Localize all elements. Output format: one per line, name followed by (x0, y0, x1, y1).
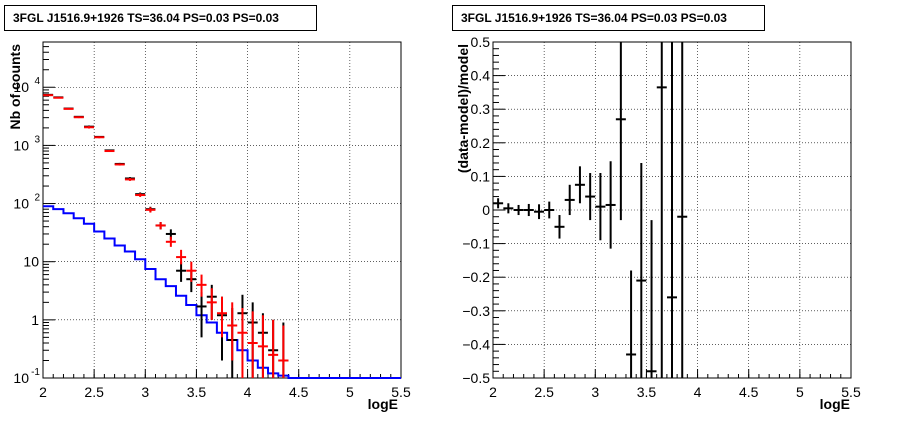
data-point-red (43, 94, 54, 97)
right-y-tick-label: −0.5 (462, 370, 490, 386)
residual-point (493, 198, 504, 209)
data-point-red (145, 207, 156, 213)
data-point-black (196, 292, 207, 338)
left-y-tick-exponent: 3 (34, 134, 40, 145)
data-point-red (278, 325, 289, 378)
left-plot-frame (42, 41, 402, 379)
left-y-tick-label: 10 (13, 196, 29, 212)
residual-point (626, 270, 637, 378)
data-point-red (227, 302, 238, 361)
residual-point (523, 203, 534, 217)
data-point-red (237, 307, 248, 378)
residual-point (564, 184, 575, 216)
residual-point (646, 220, 657, 378)
right-y-tick-label: −0.3 (462, 303, 490, 319)
left-y-axis-title: Nb of counts (7, 44, 23, 130)
residual-point (615, 42, 626, 221)
left-y-tick-label: 10 (13, 79, 29, 95)
right-x-tick-label: 3 (591, 384, 599, 400)
right-x-tick-label: 3.5 (637, 384, 657, 400)
residual-point (656, 42, 667, 378)
right-y-tick-label: 0.3 (471, 101, 491, 117)
data-point-black (176, 261, 187, 282)
residual-point (513, 204, 524, 216)
data-point-red (94, 136, 105, 139)
right-y-tick-label: 0.4 (471, 68, 491, 84)
data-point-red (176, 249, 187, 265)
left-y-tick-exponent: -1 (31, 367, 40, 378)
right-x-tick-label: 5.5 (841, 384, 861, 400)
data-point-red (84, 126, 95, 129)
data-point-red (135, 193, 146, 197)
data-point-red (196, 274, 207, 297)
residual-point (636, 162, 647, 378)
data-point-red (257, 315, 268, 378)
residual-point (585, 173, 596, 221)
data-point-red (63, 107, 74, 110)
right-x-axis-title: logE (820, 396, 850, 412)
model-step-line (43, 205, 401, 379)
data-point-red (53, 96, 64, 99)
left-plot-title: 3FGL J1516.9+1926 TS=36.04 PS=0.03 PS=0.… (4, 5, 317, 31)
right-y-tick-label: 0 (482, 202, 490, 218)
left-x-tick-label: 2 (39, 384, 47, 400)
data-point-red (186, 261, 197, 282)
left-y-tick-exponent: 2 (34, 193, 40, 204)
residual-point (544, 201, 555, 219)
residual-point (503, 203, 514, 214)
left-x-tick-label: 5 (346, 384, 354, 400)
left-x-tick-label: 2.5 (84, 384, 104, 400)
left-x-axis-title: logE (368, 396, 398, 412)
data-point-red (155, 222, 166, 230)
right-x-tick-label: 4 (694, 384, 702, 400)
right-y-tick-label: −0.4 (462, 336, 490, 352)
right-x-tick-label: 4.5 (739, 384, 759, 400)
right-x-tick-label: 2 (489, 384, 497, 400)
left-y-tick-label: 1 (31, 312, 39, 328)
residual-point (554, 215, 565, 239)
data-point-red (114, 163, 125, 166)
right-y-tick-label: 0.5 (471, 34, 491, 50)
data-point-red (104, 150, 115, 153)
right-y-axis-title: (data-model)/model (455, 44, 471, 173)
left-x-tick-label: 4 (244, 384, 252, 400)
left-x-tick-label: 3 (141, 384, 149, 400)
data-point-red (206, 288, 217, 320)
left-y-tick-label: 10 (13, 137, 29, 153)
data-point-red (217, 296, 227, 338)
right-x-tick-label: 5 (796, 384, 804, 400)
data-point-red (247, 311, 258, 378)
residual-point (574, 166, 585, 204)
left-x-tick-label: 4.5 (289, 384, 309, 400)
right-plot-title: 3FGL J1516.9+1926 TS=36.04 PS=0.03 PS=0.… (452, 5, 765, 31)
left-y-tick-label: 10 (13, 370, 29, 386)
residual-point (605, 161, 616, 249)
right-y-tick-label: 0.2 (471, 135, 491, 151)
left-x-tick-label: 5.5 (391, 384, 411, 400)
data-point-red (165, 236, 176, 247)
residual-point (595, 173, 606, 241)
residual-point (677, 42, 688, 378)
data-point-red (268, 319, 279, 378)
left-x-tick-label: 3.5 (187, 384, 207, 400)
right-y-tick-label: −0.1 (462, 236, 490, 252)
data-point-red (124, 178, 135, 181)
residual-point (534, 204, 545, 220)
right-plot-layer: 2 2.5 3 3.5 4 4.5 5 5.5 −0.5 −0.4 −0.3 −0.2 −0.1 0 0.1… (462, 34, 861, 400)
right-x-tick-label: 2.5 (534, 384, 554, 400)
left-y-tick-label: 10 (23, 254, 39, 270)
right-y-tick-label: −0.2 (462, 269, 490, 285)
data-point-red (73, 116, 84, 119)
left-y-tick-exponent: 4 (34, 76, 40, 87)
residual-point (667, 42, 677, 378)
right-y-tick-label: 0.1 (471, 168, 491, 184)
